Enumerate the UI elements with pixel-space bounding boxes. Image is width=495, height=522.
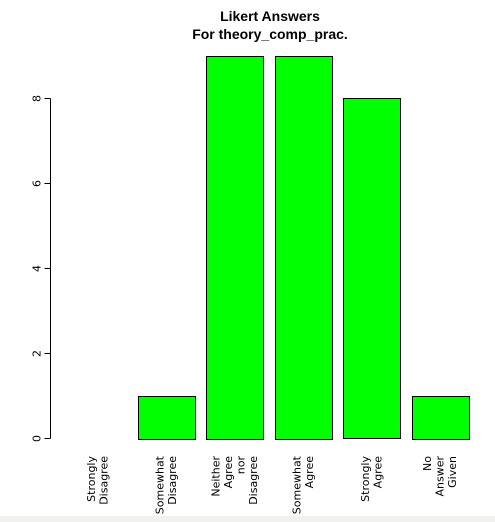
bar: [275, 56, 333, 440]
category-label: Somewhat: [153, 455, 166, 514]
y-axis: 0 2 4 6 8: [31, 95, 51, 442]
category-labels: Strongly Disagree Somewhat Disagree Neither A…: [85, 455, 459, 514]
bar: [206, 56, 264, 440]
y-tick-label: 6: [31, 180, 44, 187]
chart-title: Likert Answers: [220, 8, 320, 24]
category-label: Answer: [434, 456, 447, 497]
category-label: Neither: [209, 456, 222, 497]
chart-subtitle: For theory_comp_prac.: [192, 26, 348, 42]
y-tick-label: 8: [31, 95, 44, 102]
bar: [412, 396, 470, 440]
category-label: Disagree: [97, 456, 110, 505]
category-label: No: [421, 456, 434, 471]
category-label: nor: [234, 456, 247, 475]
bar: [343, 98, 401, 439]
y-tick-label: 0: [31, 435, 44, 442]
bar: [138, 396, 196, 440]
category-label: Disagree: [166, 456, 179, 505]
category-label: Strongly: [359, 456, 372, 502]
y-tick-label: 2: [31, 350, 44, 357]
category-label: Disagree: [247, 456, 260, 505]
category-label: Agree: [371, 456, 384, 489]
bottom-strip: [0, 516, 495, 522]
category-label: Agree: [222, 456, 235, 489]
category-label: Somewhat: [290, 455, 303, 514]
bars: [138, 56, 470, 440]
category-label: Agree: [303, 456, 316, 489]
y-tick-label: 4: [31, 265, 44, 272]
category-label: Given: [446, 456, 459, 488]
category-label: Strongly: [85, 456, 98, 502]
